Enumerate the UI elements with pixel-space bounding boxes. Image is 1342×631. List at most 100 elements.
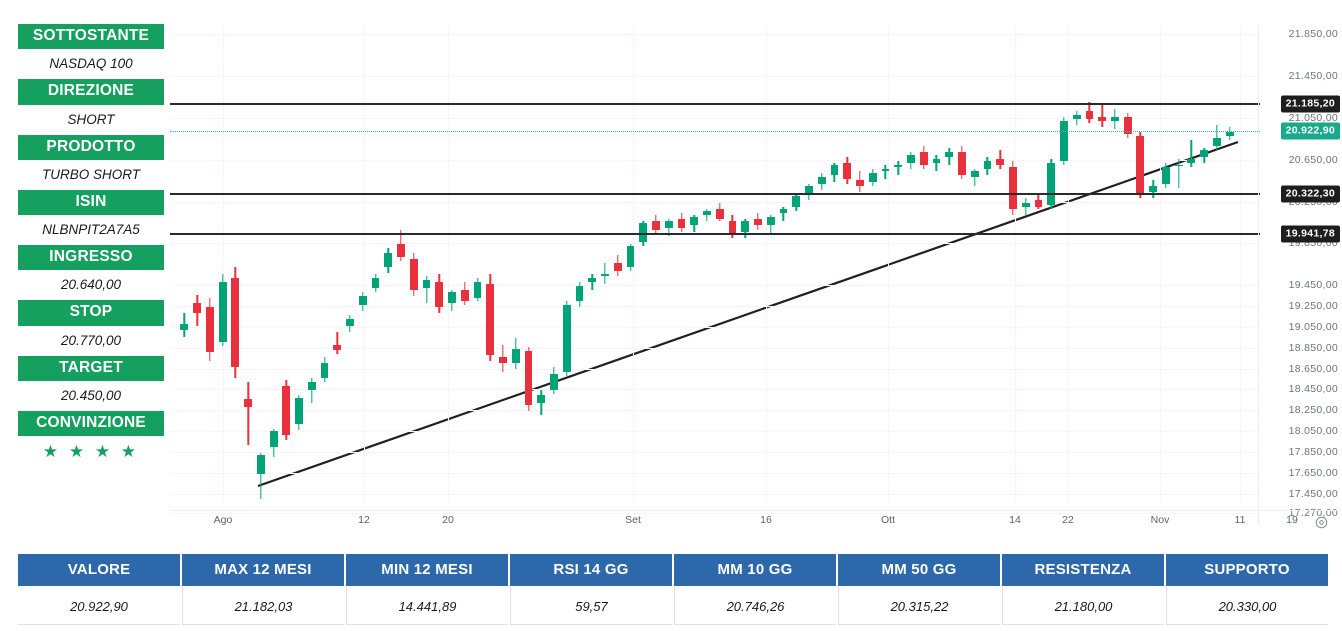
gridline-horizontal (170, 389, 1260, 391)
candle-body (907, 154, 915, 163)
candlestick (868, 24, 877, 524)
candlestick (435, 24, 444, 524)
candle-body (881, 169, 890, 172)
candlestick (817, 24, 826, 524)
candle-body (422, 279, 431, 289)
candle-body (346, 319, 354, 326)
candle-body (231, 277, 240, 368)
candlestick (1225, 24, 1234, 524)
candle-wick (884, 164, 887, 180)
candlestick (779, 24, 788, 524)
price-chart[interactable] (170, 24, 1260, 524)
table-column: VALORE 20.922,90 (18, 554, 180, 625)
price-axis[interactable]: 21.850,0021.450,0021.050,0020.650,0020.2… (1258, 18, 1342, 524)
candle-body (741, 221, 750, 232)
candle-body (792, 196, 801, 207)
candlestick (1009, 24, 1017, 524)
price-tick-label: 18.850,00 (1288, 341, 1338, 354)
candlestick (894, 24, 903, 524)
table-column: MM 50 GG 20.315,22 (836, 554, 1000, 625)
candle-body (1085, 110, 1094, 119)
price-badge-resistance[interactable]: 21.185,20 (1280, 95, 1340, 113)
candlestick (550, 24, 558, 524)
date-axis[interactable]: Ago1220Set16Ott1422Nov1119Dic (170, 512, 1342, 536)
candlestick (830, 24, 839, 524)
candle-body (320, 363, 329, 378)
candle-body (1225, 131, 1234, 136)
candle-body (269, 431, 278, 447)
indicator-table: VALORE 20.922,90 MAX 12 MESI 21.182,03 MIN 1… (18, 554, 1328, 625)
candle-wick (1101, 104, 1103, 128)
price-tick-label: 21.850,00 (1288, 28, 1338, 41)
gridline-vertical (888, 24, 889, 504)
table-header: MM 50 GG (838, 554, 1000, 586)
gridline-horizontal (170, 34, 1260, 36)
candle-wick (260, 453, 262, 499)
candlestick (1047, 24, 1056, 524)
candle-body (1111, 116, 1119, 122)
table-header: MAX 12 MESI (182, 554, 344, 586)
candlestick (1072, 24, 1081, 524)
table-header: SUPPORTO (1166, 554, 1328, 586)
gridline-horizontal (170, 243, 1260, 245)
candle-body (1187, 158, 1196, 163)
candle-body (282, 386, 291, 436)
candle-wick (973, 169, 976, 186)
candlestick (562, 24, 571, 524)
price-tick-label: 19.250,00 (1288, 299, 1338, 312)
level-line-support (170, 192, 1260, 195)
table-header: RSI 14 GG (510, 554, 672, 586)
candle-body (690, 217, 699, 226)
candlestick (1161, 24, 1170, 524)
gridline-horizontal (170, 347, 1260, 349)
candlestick (1111, 24, 1119, 524)
candle-body (524, 350, 533, 405)
table-column: SUPPORTO 20.330,00 (1164, 554, 1328, 625)
gridline-horizontal (170, 512, 1260, 514)
eye-icon[interactable] (1315, 516, 1328, 529)
candlestick (422, 24, 431, 524)
candlestick (511, 24, 520, 524)
gridline-vertical (448, 24, 449, 504)
candlestick (690, 24, 699, 524)
candle-body (728, 221, 737, 234)
candlestick (460, 24, 469, 524)
candle-body (652, 221, 660, 230)
gridline-horizontal (170, 305, 1260, 307)
candle-body (448, 292, 456, 303)
table-cell: 21.180,00 (1002, 586, 1164, 625)
date-tick-label: 14 (1009, 514, 1021, 526)
price-badge-current[interactable]: 20.922,90 (1280, 122, 1340, 140)
candlestick (613, 24, 622, 524)
candlestick (409, 24, 418, 524)
sidebar-header-sottostante: SOTTOSTANTE (18, 24, 164, 50)
table-header: RESISTENZA (1002, 554, 1164, 586)
candlestick (983, 24, 992, 524)
price-badge-support[interactable]: 19.941,78 (1280, 225, 1340, 243)
candle-body (766, 217, 775, 226)
candle-wick (311, 377, 313, 403)
candle-body (499, 357, 507, 364)
table-column: RSI 14 GG 59,57 (508, 554, 672, 625)
candlestick (652, 24, 660, 524)
date-tick-label: Ott (880, 514, 896, 526)
gridline-horizontal (170, 159, 1260, 161)
gridline-vertical (1015, 24, 1016, 504)
candlestick-plot-area[interactable] (170, 24, 1260, 524)
candlestick (295, 24, 303, 524)
table-column: MIN 12 MESI 14.441,89 (344, 554, 508, 625)
gridline-horizontal (170, 117, 1260, 119)
candle-body (983, 160, 992, 170)
candle-body (830, 164, 839, 176)
candlestick (448, 24, 456, 524)
candlestick (715, 24, 724, 524)
price-tick-label: 18.250,00 (1288, 404, 1338, 417)
candlestick (805, 24, 813, 524)
candlestick (907, 24, 915, 524)
candlestick (626, 24, 635, 524)
candlestick (843, 24, 852, 524)
candle-body (970, 171, 979, 178)
sidebar-value-ingresso: 20.640,00 (18, 270, 164, 301)
candle-body (295, 397, 303, 424)
price-badge-support[interactable]: 20.322,30 (1280, 185, 1340, 203)
